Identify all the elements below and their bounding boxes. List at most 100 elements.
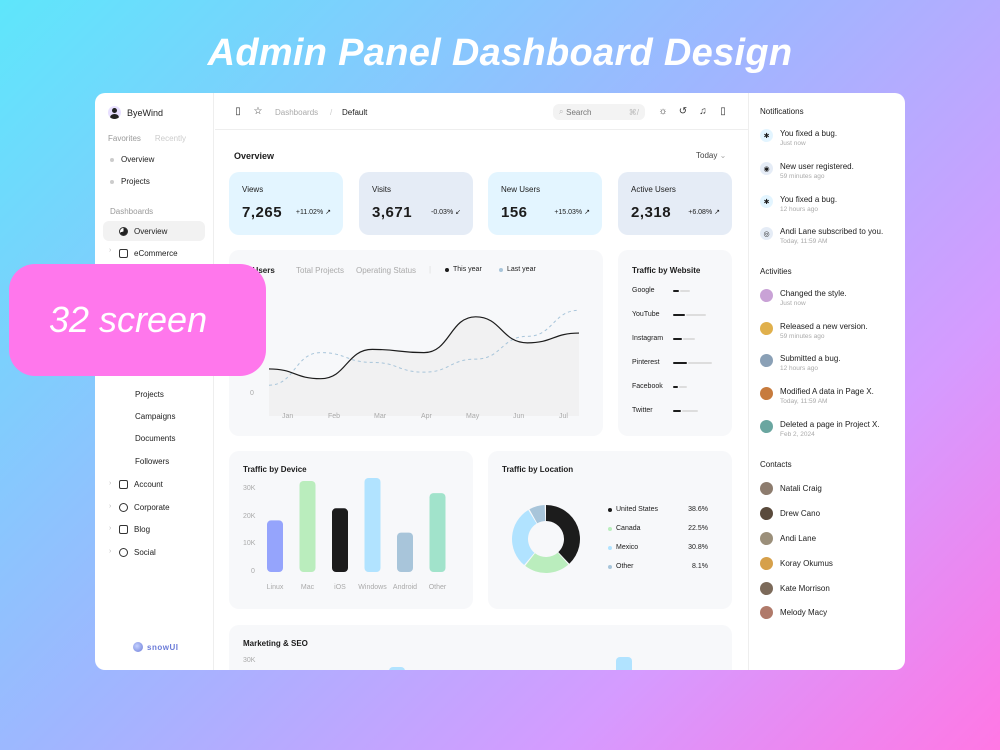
breadcrumb-dashboards[interactable]: Dashboards [275, 108, 319, 117]
dot-icon [110, 179, 114, 184]
sidebar-item-social[interactable]: Social [103, 542, 205, 562]
location-donut-chart [512, 505, 580, 573]
contact-item[interactable]: Koray Okumus [760, 557, 833, 570]
star-icon[interactable]: ☆ [253, 106, 263, 117]
contact-item[interactable]: Kate Morrison [760, 582, 830, 595]
avatar [760, 532, 773, 545]
donut-slice-united-states [546, 505, 580, 564]
x-tick-label: Android [393, 584, 417, 591]
right-panel: Notifications ✱ You fixed a bug. Just now … [748, 93, 905, 670]
activity-item[interactable]: Released a new version. 59 minutes ago [760, 322, 900, 340]
bar-ios [332, 508, 348, 572]
bar-other [429, 493, 446, 572]
main-content: Overview Today ⌄ Views 7,265 +11.02% ↗ V… [215, 130, 748, 670]
id-card-icon [119, 479, 128, 489]
dot-icon [110, 157, 114, 162]
activity-item[interactable]: Changed the style. Just now [760, 289, 900, 307]
location-row: Other 8.1% [608, 563, 708, 570]
sidebar-item-overview[interactable]: Overview [103, 221, 205, 241]
activity-time: Just now [780, 300, 806, 307]
activity-item[interactable]: Submitted a bug. 12 hours ago [760, 354, 900, 372]
contact-name: Koray Okumus [780, 559, 833, 568]
stat-value: 7,265 [242, 204, 283, 221]
sidebar-item-label: Social [134, 547, 156, 557]
donut-slice-other [529, 505, 546, 524]
bar-track [683, 337, 695, 340]
location-name: Mexico [616, 544, 639, 551]
tab-recently[interactable]: Recently [154, 134, 187, 143]
sidebar-subitem-projects[interactable]: Projects [135, 390, 164, 399]
avatar [760, 387, 773, 400]
sidebar-item-blog[interactable]: Blog [103, 519, 205, 539]
location-pct: 38.6% [688, 506, 708, 513]
contact-item[interactable]: Drew Cano [760, 507, 820, 520]
bar-fill [673, 313, 685, 316]
notification-item[interactable]: ✱ You fixed a bug. 12 hours ago [760, 195, 900, 213]
panel-toggle-icon[interactable]: ▯ [720, 106, 726, 117]
stat-change: +11.02% ↗ [296, 208, 331, 216]
avatar [760, 322, 773, 335]
bar-fill [673, 385, 678, 388]
sidebar-toggle-icon[interactable]: ▯ [235, 106, 241, 117]
avatar [108, 106, 121, 119]
bar-track [682, 409, 698, 412]
sidebar-item-account[interactable]: Account [103, 474, 205, 494]
donut-slice-mexico [512, 509, 537, 566]
tab-favorites[interactable]: Favorites [108, 134, 141, 143]
website-row-instagram: Instagram [632, 335, 722, 342]
legend-dot [445, 267, 449, 272]
user-menu[interactable]: ByeWind [108, 106, 163, 119]
trend-up-icon: ↗ [584, 209, 590, 216]
contacts-title: Contacts [760, 460, 792, 469]
bar-fill [673, 409, 681, 412]
search-icon: ⌕ [559, 107, 564, 116]
search-input[interactable] [566, 107, 627, 117]
user-name: ByeWind [127, 107, 164, 118]
sun-icon[interactable]: ☼ [658, 106, 668, 117]
contact-name: Andi Lane [780, 534, 817, 543]
tab-total-projects[interactable]: Total Projects [296, 266, 345, 275]
sidebar-subitem-followers[interactable]: Followers [135, 457, 170, 466]
notification-item[interactable]: ◉ New user registered. 59 minutes ago [760, 162, 900, 180]
sidebar-item-ecommerce[interactable]: eCommerce [103, 243, 205, 263]
stat-label: Visits [372, 185, 391, 194]
sidebar-subitem-documents[interactable]: Documents [135, 434, 176, 443]
website-row-pinterest: Pinterest [632, 359, 722, 366]
bar-track [688, 361, 712, 364]
favorite-label: Overview [121, 155, 155, 164]
contact-item[interactable]: Andi Lane [760, 532, 816, 545]
contact-item[interactable]: Natali Craig [760, 482, 822, 495]
activity-item[interactable]: Deleted a page in Project X. Feb 2, 2024 [760, 420, 900, 438]
avatar [760, 354, 773, 367]
history-icon[interactable]: ↺ [678, 106, 688, 117]
broadcast-icon: ◎ [760, 227, 773, 240]
bell-icon[interactable]: ♫ [699, 106, 707, 117]
search-box[interactable]: ⌕ ⌘/ [553, 104, 645, 120]
legend-dot [608, 545, 612, 550]
sidebar-item-label: eCommerce [134, 248, 178, 258]
users-icon [119, 502, 128, 512]
notification-item[interactable]: ✱ You fixed a bug. Just now [760, 129, 900, 147]
tab-operating-status[interactable]: Operating Status [356, 266, 417, 275]
x-tick-label: Jan [282, 413, 294, 420]
dashboard-window: ByeWind Favorites Recently Overview Proj… [95, 93, 905, 670]
activity-item[interactable]: Modified A data in Page X. Today, 11:59 A… [760, 387, 900, 405]
notification-time: Today, 11:59 AM [780, 238, 828, 245]
y-tick-label: 30K [243, 657, 256, 664]
range-dropdown[interactable]: Today ⌄ [696, 151, 726, 160]
users-line-chart [268, 309, 580, 416]
bar-fill [673, 337, 682, 340]
notification-item[interactable]: ◎ Andi Lane subscribed to you. Today, 11:5… [760, 227, 900, 245]
sidebar-subitem-campaigns[interactable]: Campaigns [135, 412, 176, 421]
notification-text: New user registered. [780, 162, 854, 171]
website-label: Google [632, 287, 655, 294]
favorite-item-overview[interactable]: Overview [110, 155, 154, 164]
trend-down-icon: ↙ [455, 209, 461, 216]
stat-change: -0.03% ↙ [431, 208, 461, 216]
bar-fill [673, 289, 679, 292]
website-label: Instagram [632, 335, 664, 342]
website-label: Twitter [632, 407, 653, 414]
favorite-item-projects[interactable]: Projects [110, 177, 150, 186]
sidebar-item-corporate[interactable]: Corporate [103, 497, 205, 517]
contact-item[interactable]: Melody Macy [760, 606, 827, 619]
